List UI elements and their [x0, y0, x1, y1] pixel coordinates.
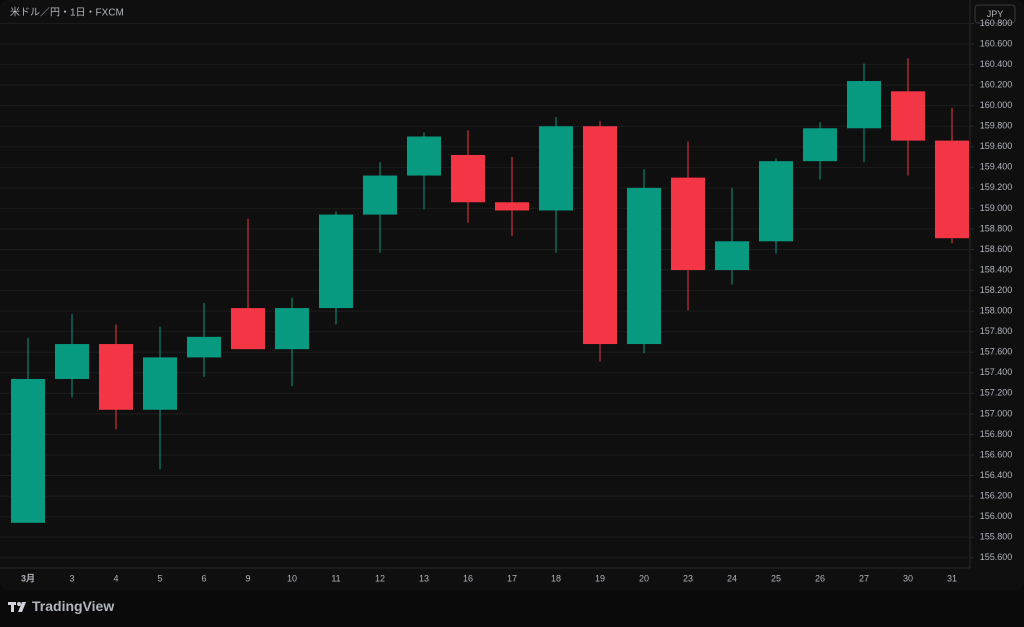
y-tick-label: 159.000: [980, 203, 1013, 213]
candle-body: [759, 161, 793, 242]
x-tick-label: 23: [683, 573, 693, 583]
candle-body: [803, 128, 837, 162]
x-tick-label: 9: [245, 573, 250, 583]
y-tick-label: 157.400: [980, 367, 1013, 377]
candle-body: [231, 308, 265, 350]
y-tick-label: 156.400: [980, 470, 1013, 480]
x-tick-label: 6: [201, 573, 206, 583]
candle-body: [55, 344, 89, 379]
candle-body: [627, 187, 661, 345]
candle-body: [407, 136, 441, 176]
y-tick-label: 158.200: [980, 285, 1013, 295]
x-tick-label: 13: [419, 573, 429, 583]
y-tick-label: 156.000: [980, 511, 1013, 521]
y-tick-label: 159.200: [980, 182, 1013, 192]
candle-body: [99, 344, 133, 410]
chart-panel: [0, 0, 1024, 590]
y-tick-label: 160.200: [980, 80, 1013, 90]
candle-body: [539, 126, 573, 211]
x-tick-label: 27: [859, 573, 869, 583]
logo-part: [18, 602, 26, 612]
candle-body: [187, 336, 221, 358]
x-tick-label: 18: [551, 573, 561, 583]
y-tick-label: 157.200: [980, 388, 1013, 398]
y-tick-label: 156.800: [980, 429, 1013, 439]
x-tick-label: 30: [903, 573, 913, 583]
y-tick-label: 158.800: [980, 223, 1013, 233]
x-tick-label: 12: [375, 573, 385, 583]
x-tick-label: 24: [727, 573, 737, 583]
x-tick-label: 5: [157, 573, 162, 583]
y-tick-label: 160.400: [980, 59, 1013, 69]
x-tick-label: 16: [463, 573, 473, 583]
y-tick-label: 159.400: [980, 162, 1013, 172]
brand-logo: [8, 602, 26, 612]
y-tick-label: 158.400: [980, 264, 1013, 274]
x-tick-label: 11: [331, 573, 340, 583]
candle-body: [363, 175, 397, 215]
y-tick-label: 156.200: [980, 490, 1013, 500]
x-tick-label: 25: [771, 573, 781, 583]
brand-name: TradingView: [32, 598, 114, 614]
y-tick-label: 159.800: [980, 121, 1013, 131]
candle-body: [847, 81, 881, 129]
y-tick-label: 160.000: [980, 100, 1013, 110]
x-tick-label: 31: [947, 573, 957, 583]
logo-part: [17, 602, 21, 606]
y-tick-label: 159.600: [980, 141, 1013, 151]
x-tick-label: 20: [639, 573, 649, 583]
candle-body: [275, 308, 309, 350]
x-tick-label: 4: [113, 573, 118, 583]
x-tick-label: 3月: [21, 573, 35, 583]
currency-button[interactable]: [974, 4, 1016, 24]
y-tick-label: 158.000: [980, 306, 1013, 316]
candle-body: [671, 177, 705, 271]
logo-part: [11, 602, 14, 612]
x-tick-label: 26: [815, 573, 825, 583]
y-tick-label: 158.600: [980, 244, 1013, 254]
y-tick-label: 160.800: [980, 18, 1013, 28]
y-tick-label: 155.600: [980, 552, 1013, 562]
candle-body: [935, 140, 969, 239]
currency-label[interactable]: JPY: [987, 9, 1004, 19]
candle-body: [715, 241, 749, 271]
candle-body: [891, 91, 925, 141]
footer: [0, 590, 1024, 627]
x-tick-label: 3: [69, 573, 74, 583]
y-tick-label: 157.600: [980, 347, 1013, 357]
y-tick-label: 160.600: [980, 38, 1013, 48]
y-tick-label: 155.800: [980, 532, 1013, 542]
candle-body: [143, 357, 177, 410]
candle-body: [495, 202, 529, 211]
candle-body: [319, 214, 353, 309]
candles: [11, 58, 969, 523]
y-tick-label: 156.600: [980, 449, 1013, 459]
candle-body: [11, 378, 45, 523]
candle-body: [583, 126, 617, 345]
x-tick-label: 19: [595, 573, 605, 583]
candle-body: [451, 154, 485, 203]
chart-title: 米ドル／円・1日・FXCM: [10, 6, 124, 19]
y-tick-label: 157.800: [980, 326, 1013, 336]
x-tick-label: 17: [507, 573, 517, 583]
y-tick-label: 157.000: [980, 408, 1013, 418]
x-tick-label: 10: [287, 573, 297, 583]
